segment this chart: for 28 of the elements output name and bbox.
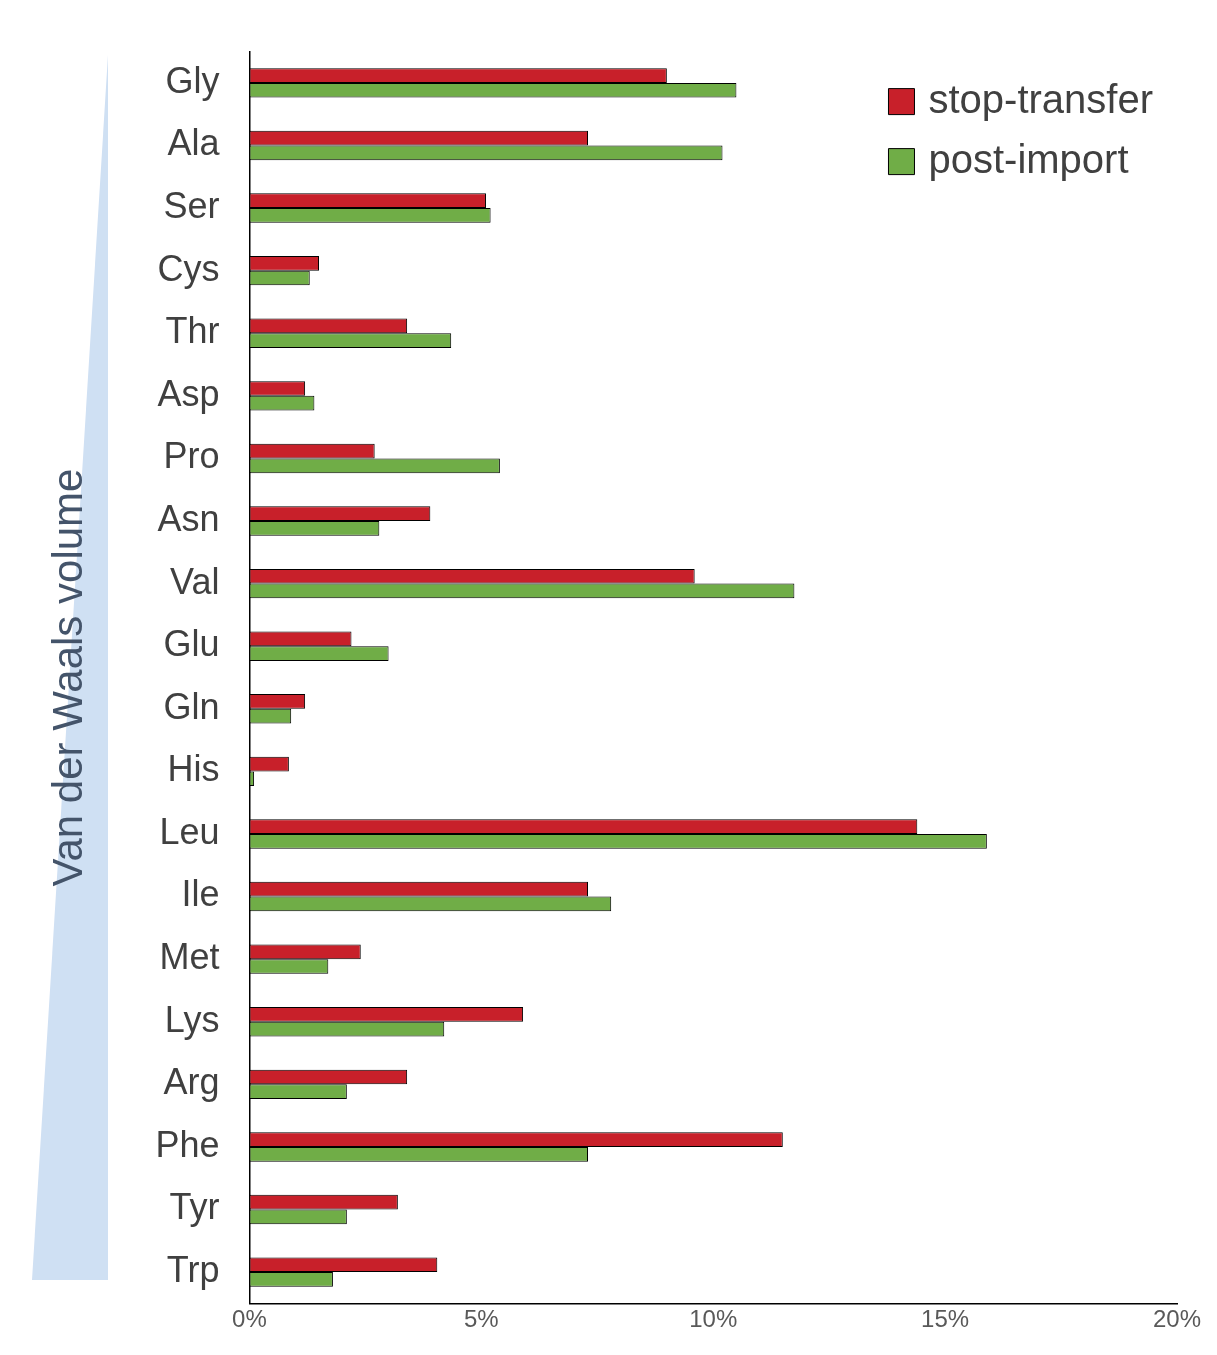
y-tick-label: Leu	[159, 810, 220, 852]
y-tick-label: Asn	[157, 497, 220, 539]
y-tick-label: Cys	[157, 247, 220, 289]
y-tick-label: Ser	[163, 185, 220, 226]
x-tick-label: 15%	[921, 1305, 970, 1333]
y-tick-label: His	[167, 748, 220, 790]
y-tick-label: Trp	[166, 1249, 220, 1291]
y-tick-label: Ala	[167, 122, 221, 164]
y-axis-title: Van der Waals volume	[43, 468, 91, 887]
legend-label: stop-transfer	[928, 76, 1153, 121]
x-tick-label: 5%	[464, 1305, 499, 1333]
y-tick-label: Gln	[163, 685, 220, 727]
y-tick-label: Pro	[163, 435, 220, 477]
x-tick-label: 20%	[1152, 1305, 1202, 1333]
legend-label: post-import	[928, 136, 1129, 181]
y-tick-label: Val	[170, 560, 220, 602]
x-tick-label: 10%	[689, 1305, 738, 1333]
y-tick-label: Gly	[165, 59, 220, 101]
y-tick-label: Met	[159, 936, 220, 978]
x-tick-label: 0%	[232, 1305, 267, 1333]
y-tick-label: Arg	[163, 1061, 220, 1103]
y-tick-label: Lys	[164, 998, 220, 1040]
y-tick-label: Phe	[155, 1123, 220, 1165]
y-tick-label: Ile	[181, 873, 220, 915]
y-tick-label: Glu	[163, 623, 220, 665]
y-tick-label: Asp	[157, 372, 220, 414]
y-tick-label: Tyr	[169, 1186, 220, 1228]
y-tick-label: Thr	[165, 310, 220, 352]
